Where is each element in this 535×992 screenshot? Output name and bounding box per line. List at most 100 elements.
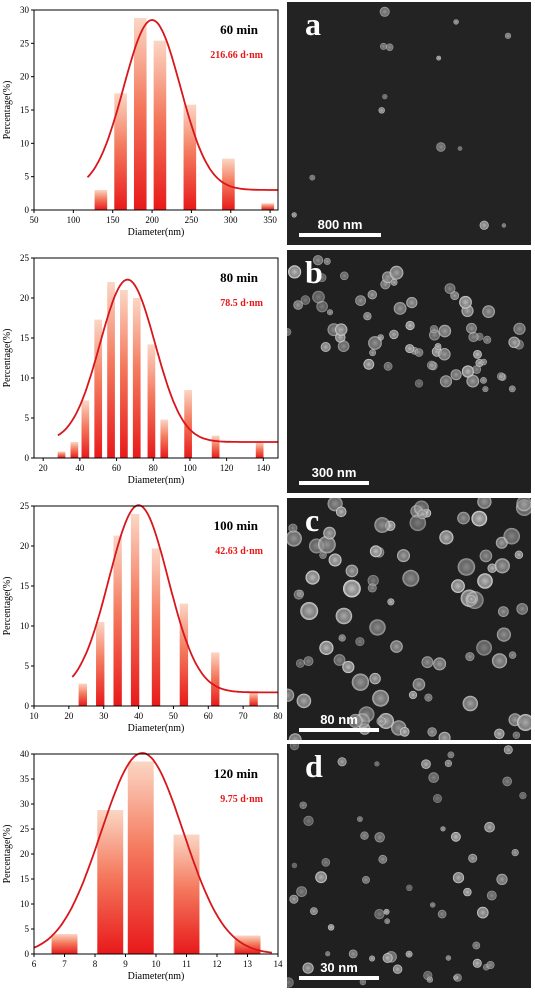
y-tick-label: 0 <box>25 701 30 711</box>
panel-letter: b <box>305 254 323 290</box>
bar <box>51 934 78 954</box>
x-tick-label: 150 <box>106 215 120 225</box>
y-tick-label: 15 <box>20 874 30 884</box>
x-tick-label: 40 <box>75 463 85 473</box>
bar <box>78 683 87 706</box>
x-tick-label: 8 <box>93 959 98 969</box>
sem-particles <box>287 498 531 740</box>
sem-particles <box>287 2 531 245</box>
mean-diameter-label: 216.66 d·nm <box>210 50 263 61</box>
scale-bar-line <box>299 976 379 980</box>
panel-letter: c <box>305 502 320 538</box>
x-tick-label: 50 <box>169 711 179 721</box>
bar <box>211 652 220 706</box>
y-tick-label: 0 <box>25 453 30 463</box>
y-tick-label: 30 <box>20 5 30 15</box>
bar <box>96 622 105 706</box>
bar <box>179 603 189 706</box>
x-tick-label: 9 <box>123 959 128 969</box>
x-tick-label: 70 <box>239 711 249 721</box>
bar <box>97 810 124 954</box>
y-axis-label: Percentage(%) <box>2 329 13 388</box>
histogram-c: 10 20 30 40 50 60 70 80 0 5 10 15 20 25 Diameter(nm) Pe… <box>2 501 284 734</box>
time-label: 80 min <box>220 270 259 285</box>
x-tick-label: 60 <box>112 463 122 473</box>
y-tick-label: 40 <box>20 749 30 759</box>
y-tick-label: 5 <box>25 661 30 671</box>
bar <box>133 18 147 210</box>
y-axis-label: Percentage(%) <box>2 577 13 636</box>
y-tick-label: 10 <box>20 373 30 383</box>
plot-frame <box>33 753 279 955</box>
scale-bar-label: 30 nm <box>320 960 358 975</box>
x-axis-label: Diameter(nm) <box>128 723 185 734</box>
x-axis-label: Diameter(nm) <box>128 227 185 238</box>
histogram-d: 6 7 8 9 10 11 12 13 14 0 5 10 15 20 25 30 35 40 Diameter(n… <box>2 749 284 982</box>
mean-diameter-label: 9.75 d·nm <box>220 794 263 805</box>
x-tick-label: 6 <box>32 959 37 969</box>
scale-bar-label: 800 nm <box>317 217 363 232</box>
y-tick-label: 15 <box>20 333 30 343</box>
x-tick-label: 250 <box>185 215 199 225</box>
sem-image-a: a 800 nm <box>287 2 531 245</box>
plot-frame <box>33 505 279 707</box>
scale-bar-line <box>299 728 379 732</box>
fit-curve <box>71 504 278 694</box>
y-tick-label: 20 <box>20 849 30 859</box>
bar <box>222 158 235 210</box>
sem-image-c: c 80 nm <box>287 498 531 740</box>
x-tick-label: 100 <box>183 463 197 473</box>
scale-bar: 800 nm <box>299 217 381 237</box>
x-axis-label: Diameter(nm) <box>128 475 185 486</box>
y-axis-label: Percentage(%) <box>2 81 13 140</box>
x-axis-label: Diameter(nm) <box>128 971 185 982</box>
sem-particles <box>287 744 531 988</box>
panel-letter: a <box>305 6 321 42</box>
x-tick-label: 200 <box>145 215 159 225</box>
y-tick-label: 20 <box>20 541 30 551</box>
x-tick-label: 40 <box>134 711 144 721</box>
bar <box>113 535 122 706</box>
fit-curve <box>86 19 278 191</box>
x-tick-label: 60 <box>204 711 214 721</box>
bar <box>184 390 192 458</box>
bar <box>57 451 66 458</box>
histogram-a: 50 100 150 200 250 300 350 0 5 10 15 20 25 30 Diameter… <box>2 5 279 238</box>
x-tick-label: 10 <box>30 711 40 721</box>
bar <box>261 203 275 210</box>
y-tick-label: 30 <box>20 799 30 809</box>
y-tick-label: 5 <box>25 924 30 934</box>
time-label: 120 min <box>214 766 259 781</box>
scale-bar: 80 nm <box>299 712 379 732</box>
y-tick-label: 25 <box>20 501 30 511</box>
bar <box>160 419 169 458</box>
bar <box>132 298 141 458</box>
bar <box>127 761 154 954</box>
x-tick-label: 14 <box>274 959 284 969</box>
y-tick-label: 35 <box>20 774 30 784</box>
y-tick-label: 15 <box>20 105 30 115</box>
x-tick-label: 350 <box>263 215 277 225</box>
x-tick-label: 80 <box>274 711 284 721</box>
y-tick-label: 0 <box>25 949 30 959</box>
bar <box>94 190 108 210</box>
x-tick-label: 10 <box>152 959 162 969</box>
y-tick-label: 20 <box>20 72 30 82</box>
sem-particles <box>287 250 531 493</box>
y-tick-label: 20 <box>20 293 30 303</box>
x-tick-label: 120 <box>220 463 234 473</box>
bar <box>120 290 128 458</box>
scale-bar-label: 300 nm <box>311 465 357 480</box>
scale-bar: 300 nm <box>299 465 369 485</box>
y-tick-label: 15 <box>20 581 30 591</box>
y-tick-label: 10 <box>20 899 30 909</box>
bar <box>255 442 264 458</box>
x-tick-label: 30 <box>99 711 109 721</box>
bar <box>147 344 156 458</box>
x-tick-label: 7 <box>62 959 67 969</box>
fit-curve <box>33 752 272 954</box>
scale-bar: 30 nm <box>299 960 379 980</box>
bar <box>249 692 258 706</box>
mean-diameter-label: 42.63 d·nm <box>215 546 263 557</box>
